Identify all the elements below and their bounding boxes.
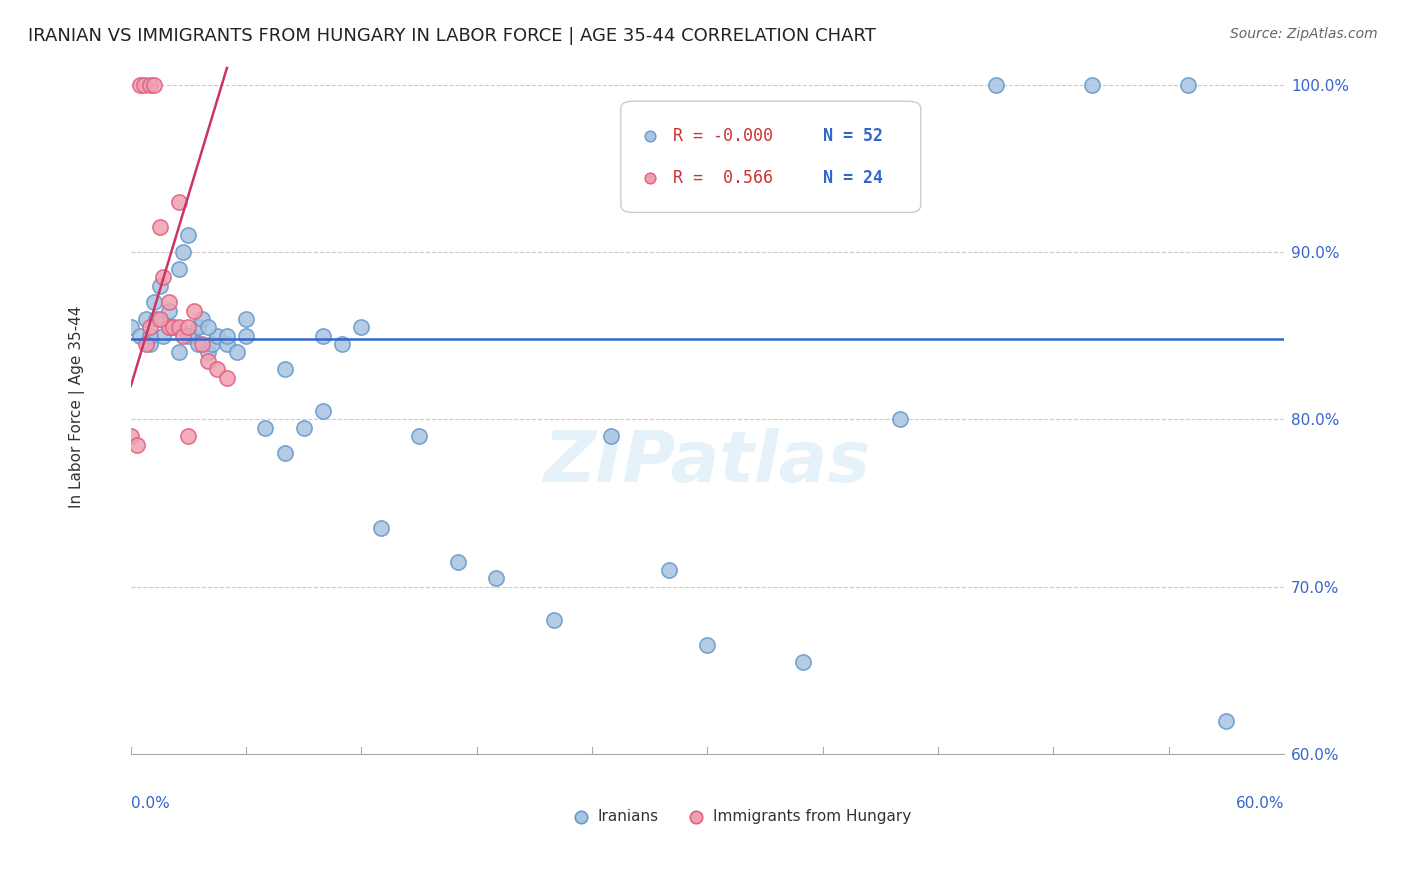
Point <box>167 194 190 209</box>
Point <box>1177 78 1199 92</box>
Point <box>139 328 162 343</box>
Point <box>157 303 180 318</box>
Point <box>149 219 172 234</box>
Point <box>172 245 194 260</box>
Point <box>197 354 219 368</box>
Point <box>207 328 229 343</box>
Point <box>215 337 238 351</box>
Point <box>152 270 174 285</box>
Point <box>191 337 214 351</box>
Point <box>984 78 1007 92</box>
Text: Source: ZipAtlas.com: Source: ZipAtlas.com <box>1230 27 1378 41</box>
Text: In Labor Force | Age 35-44: In Labor Force | Age 35-44 <box>69 306 84 508</box>
Point <box>292 421 315 435</box>
Point <box>177 429 200 443</box>
Point <box>134 78 156 92</box>
Point <box>139 337 162 351</box>
Point <box>197 320 219 334</box>
Point <box>135 312 157 326</box>
Point <box>157 320 180 334</box>
Point <box>167 261 190 276</box>
Point <box>312 404 335 418</box>
Point <box>543 613 565 627</box>
Point <box>120 320 142 334</box>
Text: ZIPatlas: ZIPatlas <box>544 428 872 497</box>
FancyBboxPatch shape <box>621 102 921 212</box>
Point <box>312 328 335 343</box>
Point <box>370 521 392 535</box>
Point <box>129 328 152 343</box>
Point <box>157 320 180 334</box>
Point <box>207 362 229 376</box>
Point <box>152 328 174 343</box>
Point <box>183 303 205 318</box>
Point <box>145 312 167 326</box>
Point <box>120 429 142 443</box>
Point <box>197 345 219 359</box>
Point <box>187 320 209 334</box>
Point <box>1080 78 1102 92</box>
Point <box>254 421 277 435</box>
Point <box>200 337 222 351</box>
Point <box>162 320 184 334</box>
Point <box>225 345 247 359</box>
Point <box>273 362 295 376</box>
Point <box>1215 714 1237 728</box>
Text: IRANIAN VS IMMIGRANTS FROM HUNGARY IN LABOR FORCE | AGE 35-44 CORRELATION CHART: IRANIAN VS IMMIGRANTS FROM HUNGARY IN LA… <box>28 27 876 45</box>
Point <box>235 312 257 326</box>
Point <box>177 320 200 334</box>
Point <box>696 639 718 653</box>
Point <box>139 320 162 334</box>
Point <box>167 320 190 334</box>
Point <box>600 429 623 443</box>
Point <box>408 429 430 443</box>
Point <box>149 312 172 326</box>
Point <box>485 571 508 585</box>
Point <box>273 446 295 460</box>
Point <box>350 320 373 334</box>
Point <box>215 370 238 384</box>
Point <box>149 278 172 293</box>
Text: R =  0.566: R = 0.566 <box>672 169 773 186</box>
Text: 0.0%: 0.0% <box>131 796 170 811</box>
Point <box>330 337 353 351</box>
Point <box>446 555 468 569</box>
Point <box>167 345 190 359</box>
Point <box>177 228 200 243</box>
Text: Immigrants from Hungary: Immigrants from Hungary <box>713 809 911 824</box>
Point <box>658 563 681 577</box>
Text: 60.0%: 60.0% <box>1236 796 1284 811</box>
Point <box>142 295 165 310</box>
Point <box>181 328 204 343</box>
Point <box>235 328 257 343</box>
Point <box>135 337 157 351</box>
Text: R = -0.000: R = -0.000 <box>672 127 773 145</box>
Point <box>125 437 148 451</box>
Point <box>177 328 200 343</box>
Point <box>162 320 184 334</box>
Text: N = 52: N = 52 <box>823 127 883 145</box>
Point <box>191 312 214 326</box>
Point <box>792 655 814 669</box>
Point <box>139 78 162 92</box>
Point <box>142 78 165 92</box>
Point <box>889 412 911 426</box>
Point <box>157 295 180 310</box>
Point <box>129 78 152 92</box>
Text: Iranians: Iranians <box>598 809 659 824</box>
Point <box>172 328 194 343</box>
Point <box>215 328 238 343</box>
Point <box>187 337 209 351</box>
Text: N = 24: N = 24 <box>823 169 883 186</box>
